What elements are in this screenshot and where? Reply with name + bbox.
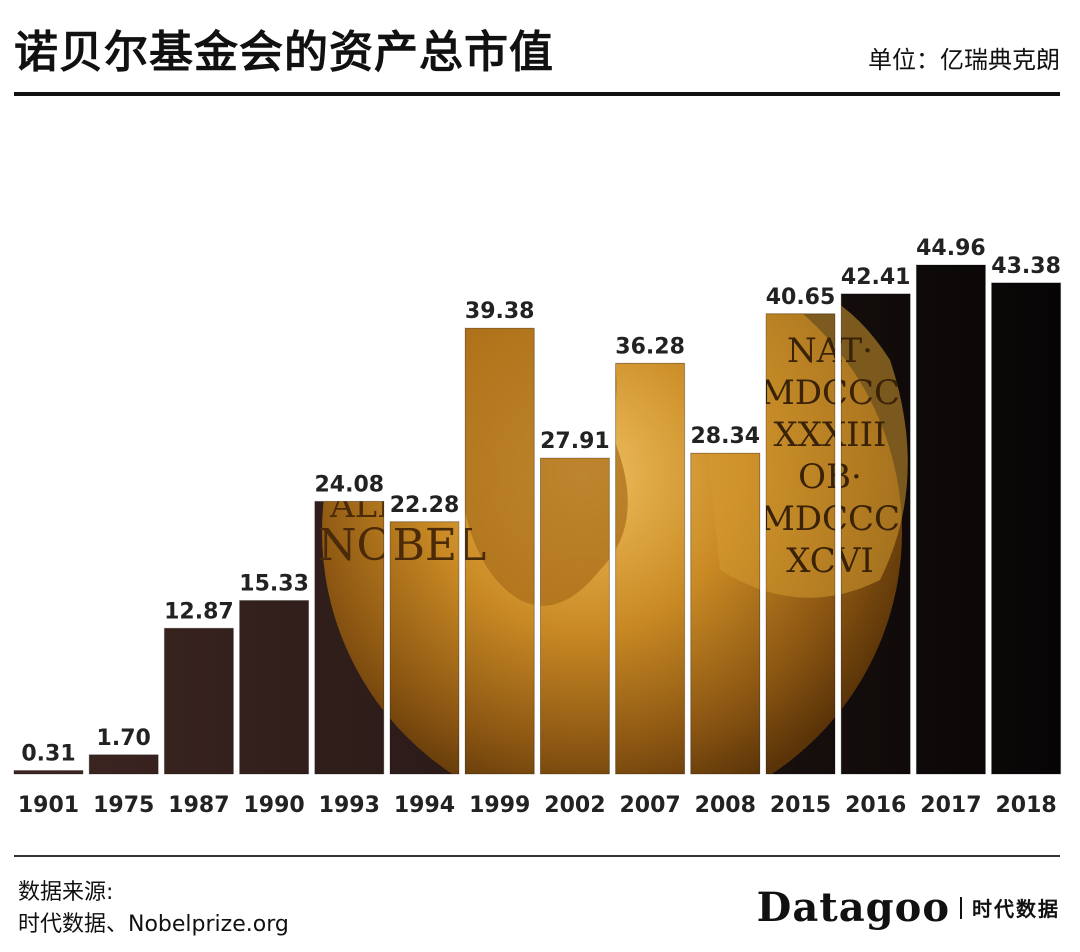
value-label-1993: 24.08 — [315, 472, 385, 497]
x-label-2016: 2016 — [845, 793, 906, 818]
value-label-1990: 15.33 — [239, 571, 309, 596]
source-label: 数据来源: — [18, 880, 114, 905]
brand-cn: 时代数据 — [972, 897, 1060, 921]
bar-2016 — [840, 293, 911, 775]
value-label-2015: 40.65 — [766, 285, 836, 310]
x-label-1990: 1990 — [243, 793, 304, 818]
bar-1994 — [389, 521, 460, 775]
brand-name: Datagoo — [756, 884, 950, 931]
value-label-1999: 39.38 — [465, 299, 535, 324]
medal-inscription-line: MDCCC — [760, 499, 900, 539]
medal-inscription-line: XXXIII — [774, 415, 887, 455]
x-label-1999: 1999 — [469, 793, 530, 818]
bar-2007 — [615, 362, 686, 775]
medal-inscription-line: XCVI — [786, 541, 874, 581]
bar-2008 — [690, 452, 761, 775]
medal-inscription-line: NAT· — [787, 331, 873, 371]
x-label-1993: 1993 — [319, 793, 380, 818]
value-label-2016: 42.41 — [841, 265, 911, 290]
value-label-2007: 36.28 — [615, 334, 685, 359]
bar-2018 — [991, 282, 1062, 775]
value-label-2002: 27.91 — [540, 429, 610, 454]
x-label-2015: 2015 — [770, 793, 831, 818]
x-label-1994: 1994 — [394, 793, 455, 818]
value-label-2017: 44.96 — [916, 236, 986, 261]
value-label-2018: 43.38 — [991, 254, 1061, 279]
bar-1990 — [239, 599, 310, 775]
bar-1901 — [13, 769, 84, 775]
bars — [13, 264, 1062, 775]
x-label-1901: 1901 — [18, 793, 79, 818]
unit-label: 单位：亿瑞典克朗 — [868, 46, 1060, 74]
x-label-2017: 2017 — [920, 793, 981, 818]
title-divider — [14, 92, 1060, 96]
bar-2002 — [539, 457, 610, 775]
x-axis-labels: 1901 1975 1987 1990 1993 1994 1999 2002 2007 2008… — [18, 793, 1057, 818]
medal-inscription-line: OB· — [798, 457, 862, 497]
x-label-2008: 2008 — [695, 793, 756, 818]
source-text: 时代数据、Nobelprize.org — [18, 912, 289, 937]
footer-divider — [14, 855, 1060, 857]
x-label-2007: 2007 — [619, 793, 680, 818]
brand-logo: Datagoo 时代数据 — [757, 884, 1060, 931]
brand-separator — [960, 896, 962, 919]
value-label-2008: 28.34 — [691, 424, 761, 449]
value-label-1987: 12.87 — [164, 599, 234, 624]
value-label-1975: 1.70 — [97, 726, 151, 751]
medal-inscription-line: MDCCC — [760, 373, 900, 413]
bar-1999 — [464, 327, 535, 775]
bar-1987 — [163, 627, 234, 775]
bar-chart: ALFR· NOBEL NAT·MDCCCXXXIIIOB·MDCCCXCVI … — [13, 236, 1062, 818]
chart-title: 诺贝尔基金会的资产总市值 — [14, 27, 554, 78]
bar-2017 — [915, 264, 986, 775]
bar-2015 — [765, 313, 836, 775]
medal-text-line2: NOBEL — [318, 520, 486, 571]
value-label-1901: 0.31 — [21, 741, 75, 766]
value-label-1994: 22.28 — [390, 493, 460, 518]
x-label-2018: 2018 — [995, 793, 1056, 818]
x-label-1987: 1987 — [168, 793, 229, 818]
bar-1993 — [314, 500, 385, 775]
x-label-1975: 1975 — [93, 793, 154, 818]
bar-1975 — [88, 754, 159, 775]
x-label-2002: 2002 — [544, 793, 605, 818]
